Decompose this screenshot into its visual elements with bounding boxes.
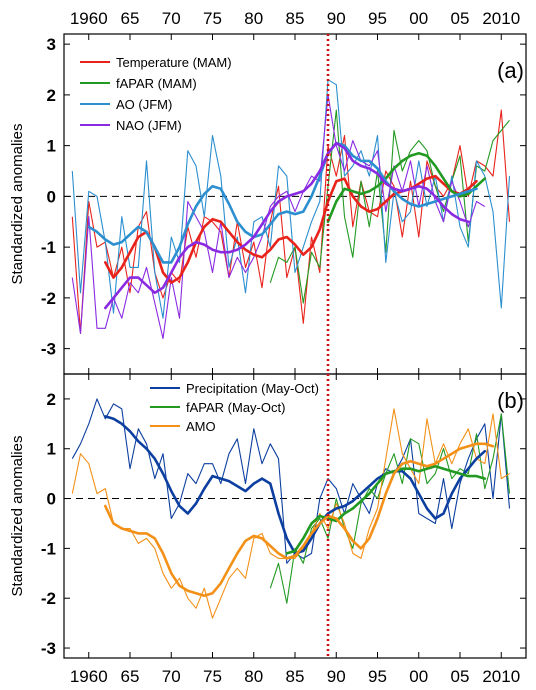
y-tick-label: -2: [41, 589, 56, 608]
x-tick-label-top: 2010: [482, 9, 520, 28]
y-tick-label: 2: [47, 86, 56, 105]
y-tick-label: 1: [47, 137, 56, 156]
smoothed-line-nao-jfm: [104, 141, 470, 310]
panel-b-y-axis-label: Standardized anomalies: [9, 436, 26, 597]
panel-a-y-ticks: 3 2 1 0 -1 -2 -3: [41, 35, 526, 359]
panel-b-label: (b): [497, 388, 524, 413]
panel-b-x-ticks: 1960 65 70 75 80 85 90 95 00 05 2010: [70, 374, 520, 686]
y-tick-label: 2: [47, 390, 56, 409]
x-tick-label-top: 90: [327, 9, 346, 28]
smoothed-line-fapar-may-oct: [285, 464, 487, 555]
y-tick-label: 0: [47, 490, 56, 509]
smoothed-line-precipitation-may-oct: [104, 415, 487, 555]
x-tick-label-top: 65: [121, 9, 140, 28]
x-tick-label-bottom: 85: [286, 667, 305, 686]
legend-label: fAPAR (May-Oct): [186, 400, 285, 415]
panel-a-label: (a): [497, 58, 524, 83]
series-line-nao-jfm: [71, 94, 486, 340]
x-tick-label-bottom: 00: [409, 667, 428, 686]
legend-label: Precipitation (May-Oct): [186, 381, 319, 396]
x-tick-label-bottom: 05: [451, 667, 470, 686]
smoothed-line-amo: [104, 442, 495, 598]
x-tick-label-bottom: 65: [121, 667, 140, 686]
y-tick-label: -3: [41, 639, 56, 658]
x-tick-label-bottom: 80: [244, 667, 263, 686]
x-tick-label-bottom: 70: [162, 667, 181, 686]
panel-b-legend: Precipitation (May-Oct) fAPAR (May-Oct) AM…: [150, 381, 319, 434]
x-tick-label-bottom: 75: [203, 667, 222, 686]
y-tick-label: 1: [47, 440, 56, 459]
panel-b-smoothed-series: [104, 415, 495, 598]
x-tick-label-bottom: 2010: [482, 667, 520, 686]
x-tick-label-top: 00: [409, 9, 428, 28]
y-tick-label: -2: [41, 289, 56, 308]
panel-a: 3 2 1 0 -1 -2 -3 1960 65 70 75 80 85 90 95 00 05 2010 St…: [9, 9, 527, 375]
legend-label: Temperature (MAM): [116, 55, 232, 70]
panel-a-y-axis-label: Standardized anomalies: [9, 124, 26, 285]
x-tick-label-top: 80: [244, 9, 263, 28]
panel-a-x-ticks: 1960 65 70 75 80 85 90 95 00 05 2010: [70, 9, 520, 374]
series-line-ao-jfm: [71, 79, 511, 319]
smoothed-line-ao-jfm: [87, 141, 478, 264]
legend-label: AMO: [186, 419, 216, 434]
legend-label: fAPAR (MAM): [116, 76, 197, 91]
y-tick-label: -1: [41, 539, 56, 558]
panel-b: 2 1 0 -1 -2 -3 1960 65 70 75 80 85 90 95 00 05 2010 Sta…: [9, 373, 527, 686]
x-tick-label-top: 95: [368, 9, 387, 28]
x-tick-label-bottom: 1960: [70, 667, 108, 686]
panel-b-y-ticks: 2 1 0 -1 -2 -3: [41, 390, 526, 658]
panel-a-smoothed-series: [87, 141, 487, 310]
x-tick-label-bottom: 90: [327, 667, 346, 686]
x-tick-label-top: 05: [451, 9, 470, 28]
panel-a-legend: Temperature (MAM) fAPAR (MAM) AO (JFM) NAO …: [80, 55, 232, 133]
x-tick-label-top: 70: [162, 9, 181, 28]
legend-label: NAO (JFM): [116, 118, 182, 133]
panel-a-annual-series: [71, 79, 511, 340]
y-tick-label: -1: [41, 238, 56, 257]
series-line-temperature-mam: [71, 109, 511, 334]
x-tick-label-bottom: 95: [368, 667, 387, 686]
legend-label: AO (JFM): [116, 97, 172, 112]
x-tick-label-top: 85: [286, 9, 305, 28]
x-tick-label-top: 1960: [70, 9, 108, 28]
y-tick-label: -3: [41, 340, 56, 359]
y-tick-label: 3: [47, 35, 56, 54]
y-tick-label: 0: [47, 187, 56, 206]
x-tick-label-top: 75: [203, 9, 222, 28]
